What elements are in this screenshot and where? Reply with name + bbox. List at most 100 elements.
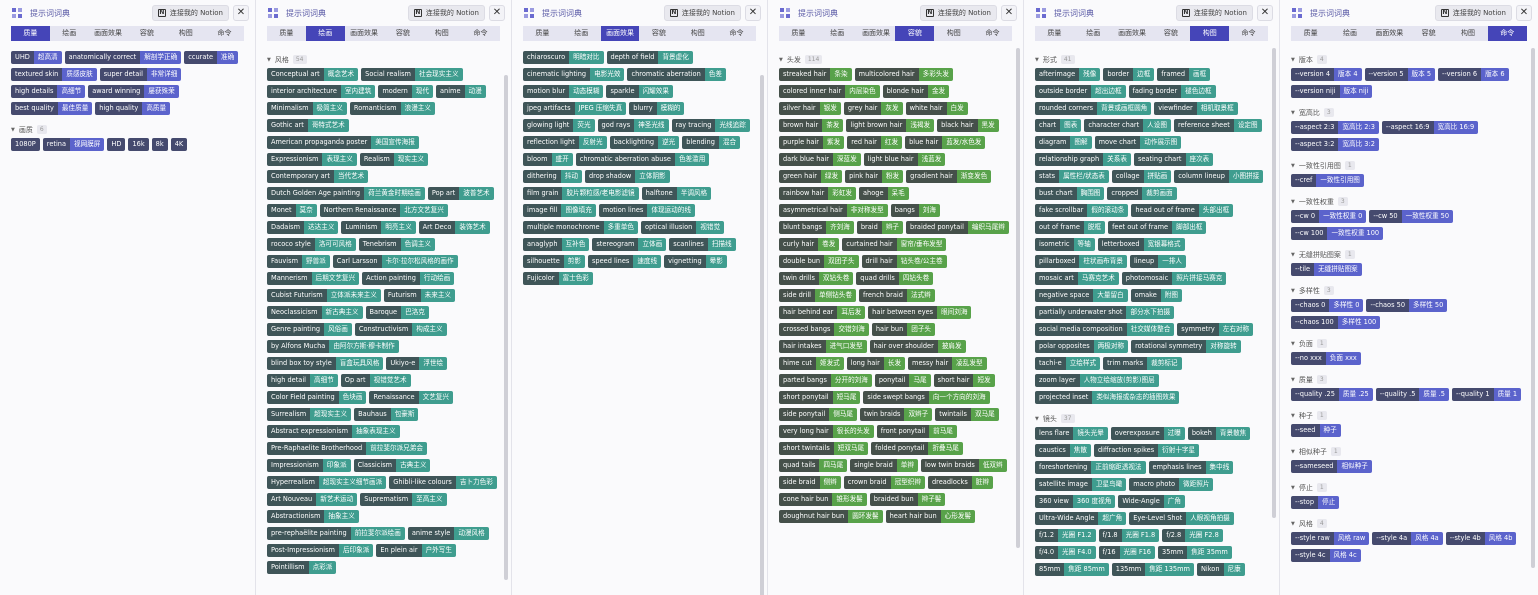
section-header[interactable]: ▼ 版本 4 — [1291, 51, 1527, 68]
prompt-tag[interactable]: modern 现代 — [378, 85, 433, 98]
prompt-tag[interactable]: Impressionism 印象派 — [267, 459, 351, 472]
prompt-tag[interactable]: Suprematism 至高主义 — [360, 493, 447, 506]
prompt-tag[interactable]: Ghibli-like colours 吉卜力色彩 — [389, 476, 497, 489]
prompt-tag[interactable]: hair intakes 进气口发型 — [779, 340, 867, 353]
prompt-tag[interactable]: --style 4c 风格 4c — [1291, 549, 1361, 562]
prompt-tag[interactable]: light brown hair 浅褐发 — [846, 119, 935, 132]
prompt-tag[interactable]: out of frame 脱框 — [1035, 221, 1106, 234]
prompt-tag[interactable]: symmetry 左右对称 — [1177, 323, 1254, 336]
prompt-tag[interactable]: Op art 视错觉艺术 — [340, 374, 411, 387]
prompt-tag[interactable]: bloom 盛开 — [523, 153, 573, 166]
tab-2[interactable]: 画面效果 — [862, 29, 891, 37]
prompt-tag[interactable]: green hair 绿发 — [779, 170, 843, 183]
prompt-tag[interactable]: omake 附图 — [1130, 289, 1182, 302]
prompt-tag[interactable]: mosaic art 马赛克艺术 — [1035, 272, 1119, 285]
prompt-tag[interactable]: silhouette 剪影 — [523, 255, 585, 268]
prompt-tag[interactable]: reference sheet 设定图 — [1173, 119, 1262, 132]
prompt-tag[interactable]: --quality 1 质量 1 — [1451, 388, 1522, 401]
prompt-tag[interactable]: En plein air 户外写生 — [376, 544, 456, 557]
prompt-tag[interactable]: braided bun 辫子髻 — [869, 493, 946, 506]
tab-0[interactable]: 质量 — [791, 29, 806, 37]
prompt-tag[interactable]: by Alfons Mucha 由阿尔方斯·穆卡制作 — [267, 340, 399, 353]
tab-1[interactable]: 绘画 — [1342, 29, 1357, 37]
prompt-tag[interactable]: black hair 黑发 — [937, 119, 999, 132]
connect-notion-button[interactable]: N 连接我的 Notion — [1434, 5, 1512, 21]
tab-0[interactable]: 质量 — [535, 29, 550, 37]
connect-notion-button[interactable]: N 连接我的 Notion — [407, 5, 485, 21]
prompt-tag[interactable]: viewfinder 相机取景框 — [1154, 102, 1238, 115]
prompt-tag[interactable]: twin braids 双辫子 — [859, 408, 933, 421]
prompt-tag[interactable]: optical illusion 视错觉 — [640, 221, 725, 234]
section-header[interactable]: ▼ 风格 4 — [1291, 515, 1527, 532]
prompt-tag[interactable]: head out of frame 头部出框 — [1131, 204, 1234, 217]
tab-3[interactable]: 容貌 — [1421, 29, 1436, 37]
close-button[interactable]: ✕ — [489, 5, 505, 21]
prompt-tag[interactable]: rainbow hair 彩虹发 — [779, 187, 857, 200]
prompt-tag[interactable]: blue hair 蓝发/水色发 — [905, 136, 986, 149]
tab-2[interactable]: 画面效果 — [1118, 29, 1147, 37]
prompt-tag[interactable]: Eye-Level Shot 人眼视角拍摄 — [1129, 512, 1234, 525]
prompt-tag[interactable]: heart hair bun 心形发髻 — [885, 510, 976, 523]
prompt-tag[interactable]: motion blur 动态模糊 — [523, 85, 604, 98]
prompt-tag[interactable]: short ponytail 短马尾 — [779, 391, 861, 404]
prompt-tag[interactable]: super detail 非常详细 — [99, 68, 182, 81]
prompt-tag[interactable]: chiaroscuro 明暗对比 — [523, 51, 604, 64]
prompt-tag[interactable]: fake scrollbar 假的滚动条 — [1035, 204, 1129, 217]
prompt-tag[interactable]: f/16 光圈 F16 — [1098, 546, 1155, 559]
prompt-tag[interactable]: 360 view 360 度视角 — [1035, 495, 1116, 508]
prompt-tag[interactable]: bangs 刘海 — [890, 204, 940, 217]
prompt-tag[interactable]: Renaissance 文艺复兴 — [369, 391, 453, 404]
prompt-tag[interactable]: --style raw 风格 raw — [1291, 532, 1370, 545]
prompt-tag[interactable]: outside border 超出边框 — [1035, 85, 1126, 98]
prompt-tag[interactable]: streaked hair 条染 — [779, 68, 852, 81]
prompt-tag[interactable]: chromatic aberration abuse 色差滥用 — [575, 153, 710, 166]
prompt-tag[interactable]: grey hair 灰发 — [843, 102, 903, 115]
tab-5[interactable]: 命令 — [729, 29, 744, 37]
prompt-tag[interactable]: 85mm 焦距 85mm — [1035, 563, 1109, 576]
prompt-tag[interactable]: lens flare 镜头光晕 — [1035, 427, 1108, 440]
prompt-tag[interactable]: 35mm 焦距 35mm — [1158, 546, 1232, 559]
prompt-tag[interactable]: partially underwater shot 部分水下拍摄 — [1035, 306, 1175, 319]
prompt-tag[interactable]: diffraction spikes 衍射十字星 — [1093, 444, 1200, 457]
prompt-tag[interactable]: film grain 胶片颗粒感/老电影滤镜 — [523, 187, 639, 200]
prompt-tag[interactable]: --aspect 3:2 宽高比 3:2 — [1291, 138, 1379, 151]
prompt-tag[interactable]: gradient hair 渐变发色 — [906, 170, 992, 183]
tab-5[interactable]: 命令 — [473, 29, 488, 37]
section-header[interactable]: ▼ 质量 3 — [1291, 371, 1527, 388]
section-header[interactable]: ▼ 种子 1 — [1291, 407, 1527, 424]
prompt-tag[interactable]: Futurism 未来主义 — [383, 289, 456, 302]
prompt-tag[interactable]: asymmetrical hair 非对称发型 — [779, 204, 888, 217]
prompt-tag[interactable]: multicolored hair 多彩头发 — [854, 68, 953, 81]
prompt-tag[interactable]: front ponytail 前马尾 — [876, 425, 957, 438]
prompt-tag[interactable]: foreshortening 正前缩距透视法 — [1035, 461, 1146, 474]
prompt-tag[interactable]: anaglyph 互补色 — [523, 238, 590, 251]
prompt-tag[interactable]: Nikon 尼康 — [1196, 563, 1245, 576]
prompt-tag[interactable]: sparkle 闪耀效果 — [606, 85, 673, 98]
prompt-tag[interactable]: Social realism 社会现实主义 — [361, 68, 463, 81]
prompt-tag[interactable]: f/1.2 光圈 F1.2 — [1035, 529, 1096, 542]
tab-4[interactable]: 构图 — [690, 29, 705, 37]
prompt-tag[interactable]: Action painting 行动绘画 — [362, 272, 455, 285]
section-header[interactable]: ▼ 相似种子 1 — [1291, 443, 1527, 460]
prompt-tag[interactable]: side ponytail 侧马尾 — [779, 408, 857, 421]
prompt-tag[interactable]: --aspect 2:3 宽高比 2:3 — [1291, 121, 1379, 134]
scrollbar[interactable] — [1016, 48, 1020, 548]
tab-5[interactable]: 命令 — [217, 29, 232, 37]
prompt-tag[interactable]: satellite image 卫星鸟瞰 — [1035, 478, 1127, 491]
prompt-tag[interactable]: Fujicolor 富士色彩 — [523, 272, 593, 285]
tab-3[interactable]: 容貌 — [139, 29, 154, 37]
prompt-tag[interactable]: framed 画框 — [1157, 68, 1211, 81]
prompt-tag[interactable]: emphasis lines 集中线 — [1148, 461, 1234, 474]
prompt-tag[interactable]: Realism 现实主义 — [359, 153, 429, 166]
tab-2[interactable]: 画面效果 — [600, 26, 640, 41]
prompt-tag[interactable]: social media composition 社交媒体整合 — [1035, 323, 1175, 336]
prompt-tag[interactable]: Abstractionism 抽象主义 — [267, 510, 359, 523]
prompt-tag[interactable]: seating chart 座次表 — [1133, 153, 1214, 166]
tab-5[interactable]: 命令 — [1487, 26, 1527, 41]
prompt-tag[interactable]: retina 视网膜屏 — [42, 138, 105, 151]
prompt-tag[interactable]: dreadlocks 脏辫 — [927, 476, 993, 489]
prompt-tag[interactable]: cinematic lighting 电影光效 — [523, 68, 625, 81]
prompt-tag[interactable]: letterboxed 宽银幕格式 — [1097, 238, 1185, 251]
prompt-tag[interactable]: dithering 抖动 — [523, 170, 582, 183]
prompt-tag[interactable]: character chart 人设图 — [1084, 119, 1171, 132]
